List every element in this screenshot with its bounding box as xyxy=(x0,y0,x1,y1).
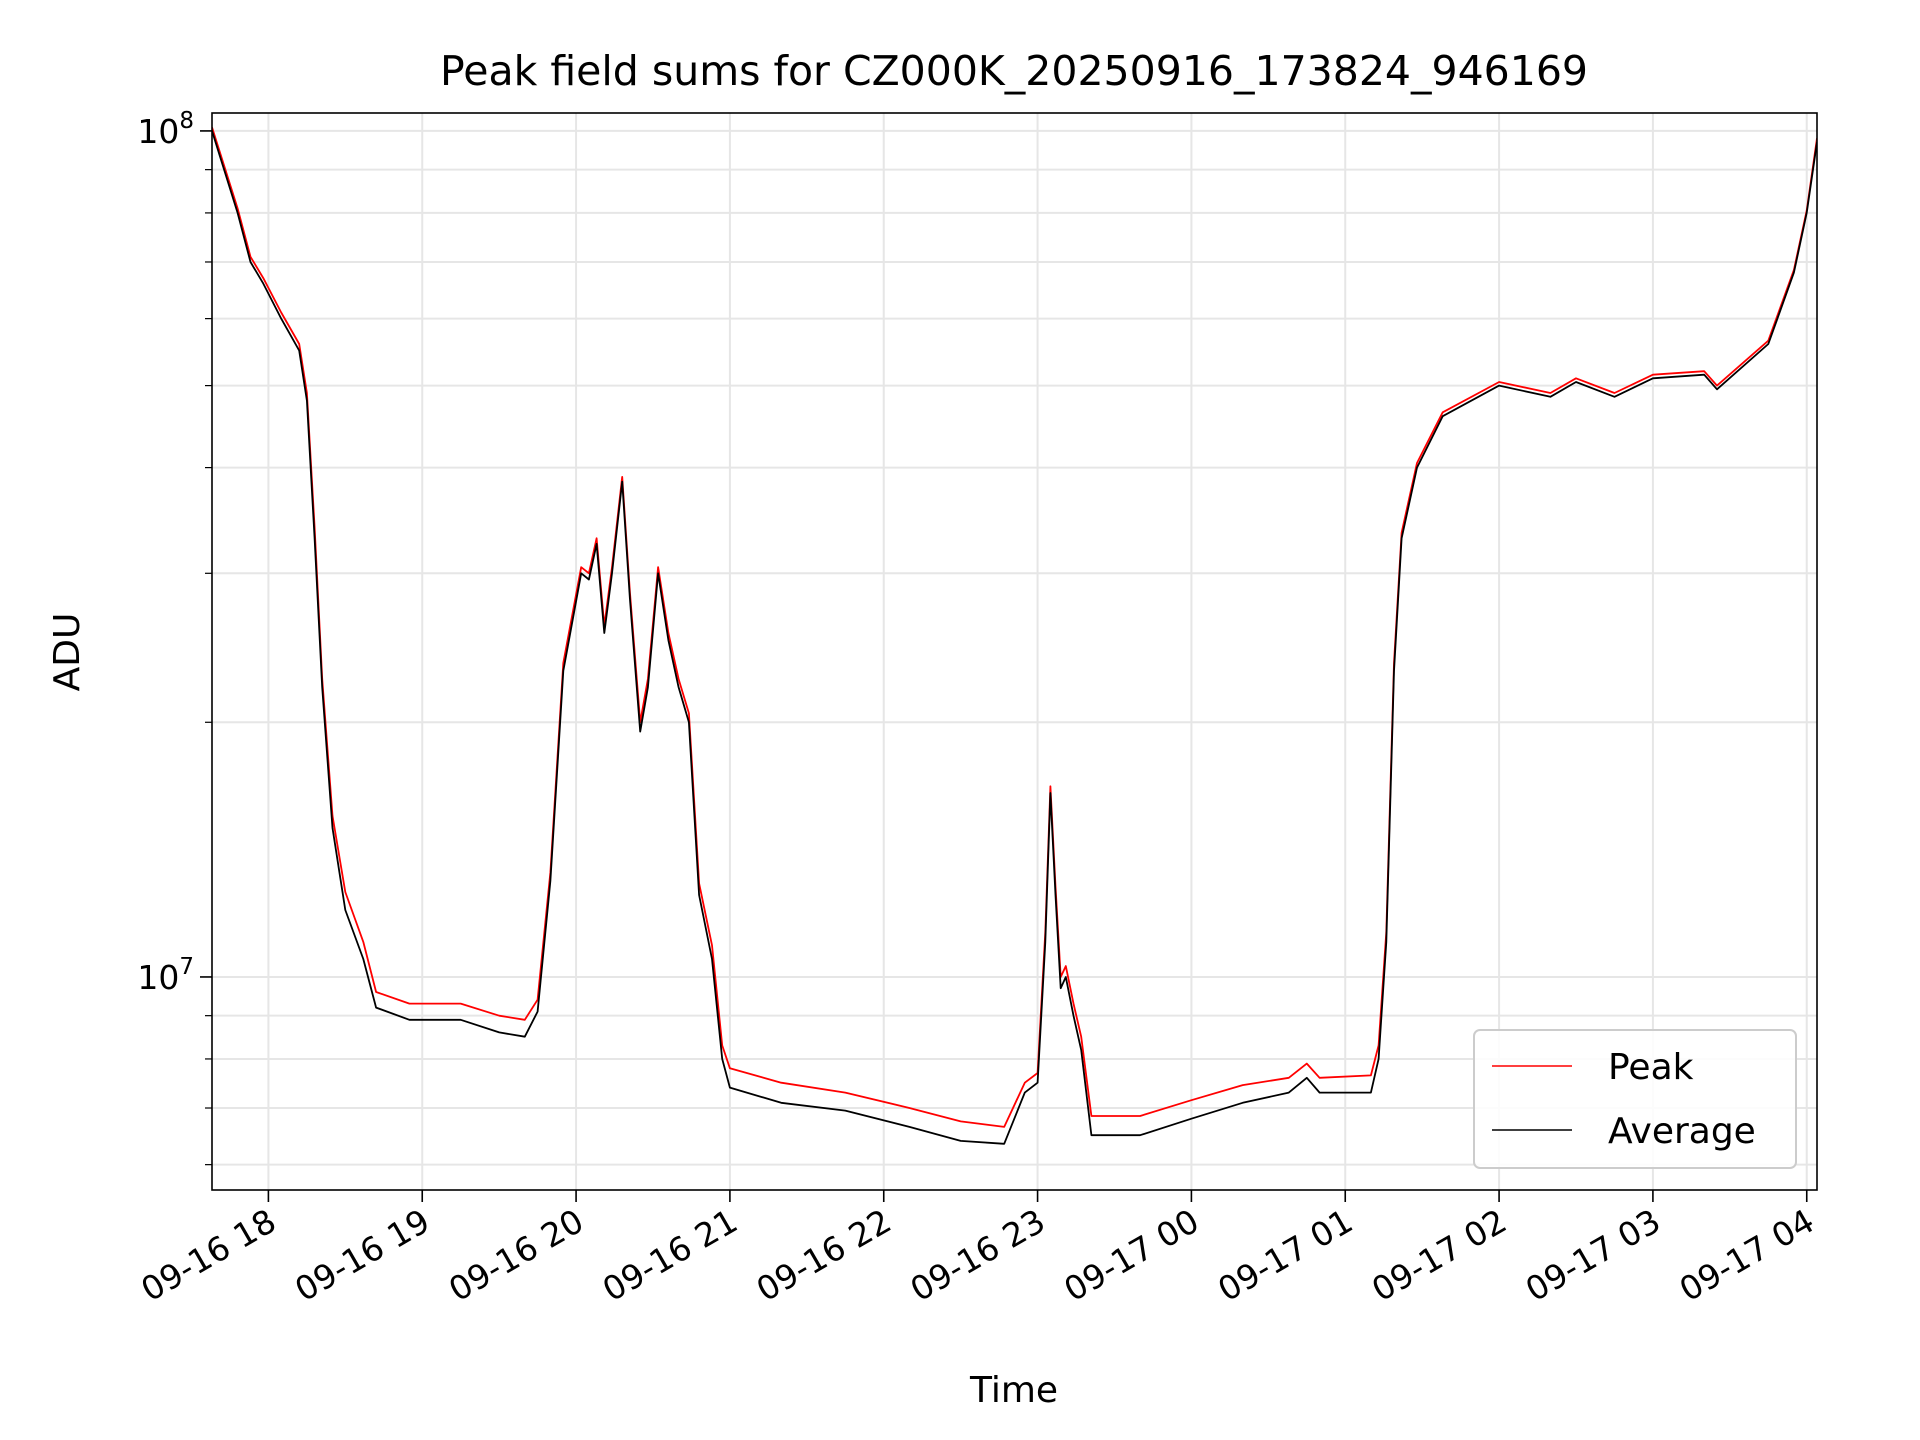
series-line-average xyxy=(212,130,1817,1145)
series-line-peak xyxy=(212,127,1817,1128)
axes-frame xyxy=(211,112,1818,1191)
grid xyxy=(212,113,1817,1190)
plot-lines xyxy=(212,127,1817,1145)
legend-label-average: Average xyxy=(1608,1111,1756,1152)
legend-label-peak: Peak xyxy=(1608,1047,1694,1088)
x-axis-label: Time xyxy=(969,1370,1058,1411)
legend-box xyxy=(1473,1029,1797,1169)
y-axis-label: ADU xyxy=(47,613,88,692)
legend: Peak Average xyxy=(1473,1029,1797,1169)
y-tick-label: 108 xyxy=(137,108,194,151)
y-tick-label: 107 xyxy=(137,954,194,997)
chart-title: Peak field sums for CZ000K_20250916_1738… xyxy=(440,47,1588,95)
y-axis: 107 108 xyxy=(137,108,212,1166)
